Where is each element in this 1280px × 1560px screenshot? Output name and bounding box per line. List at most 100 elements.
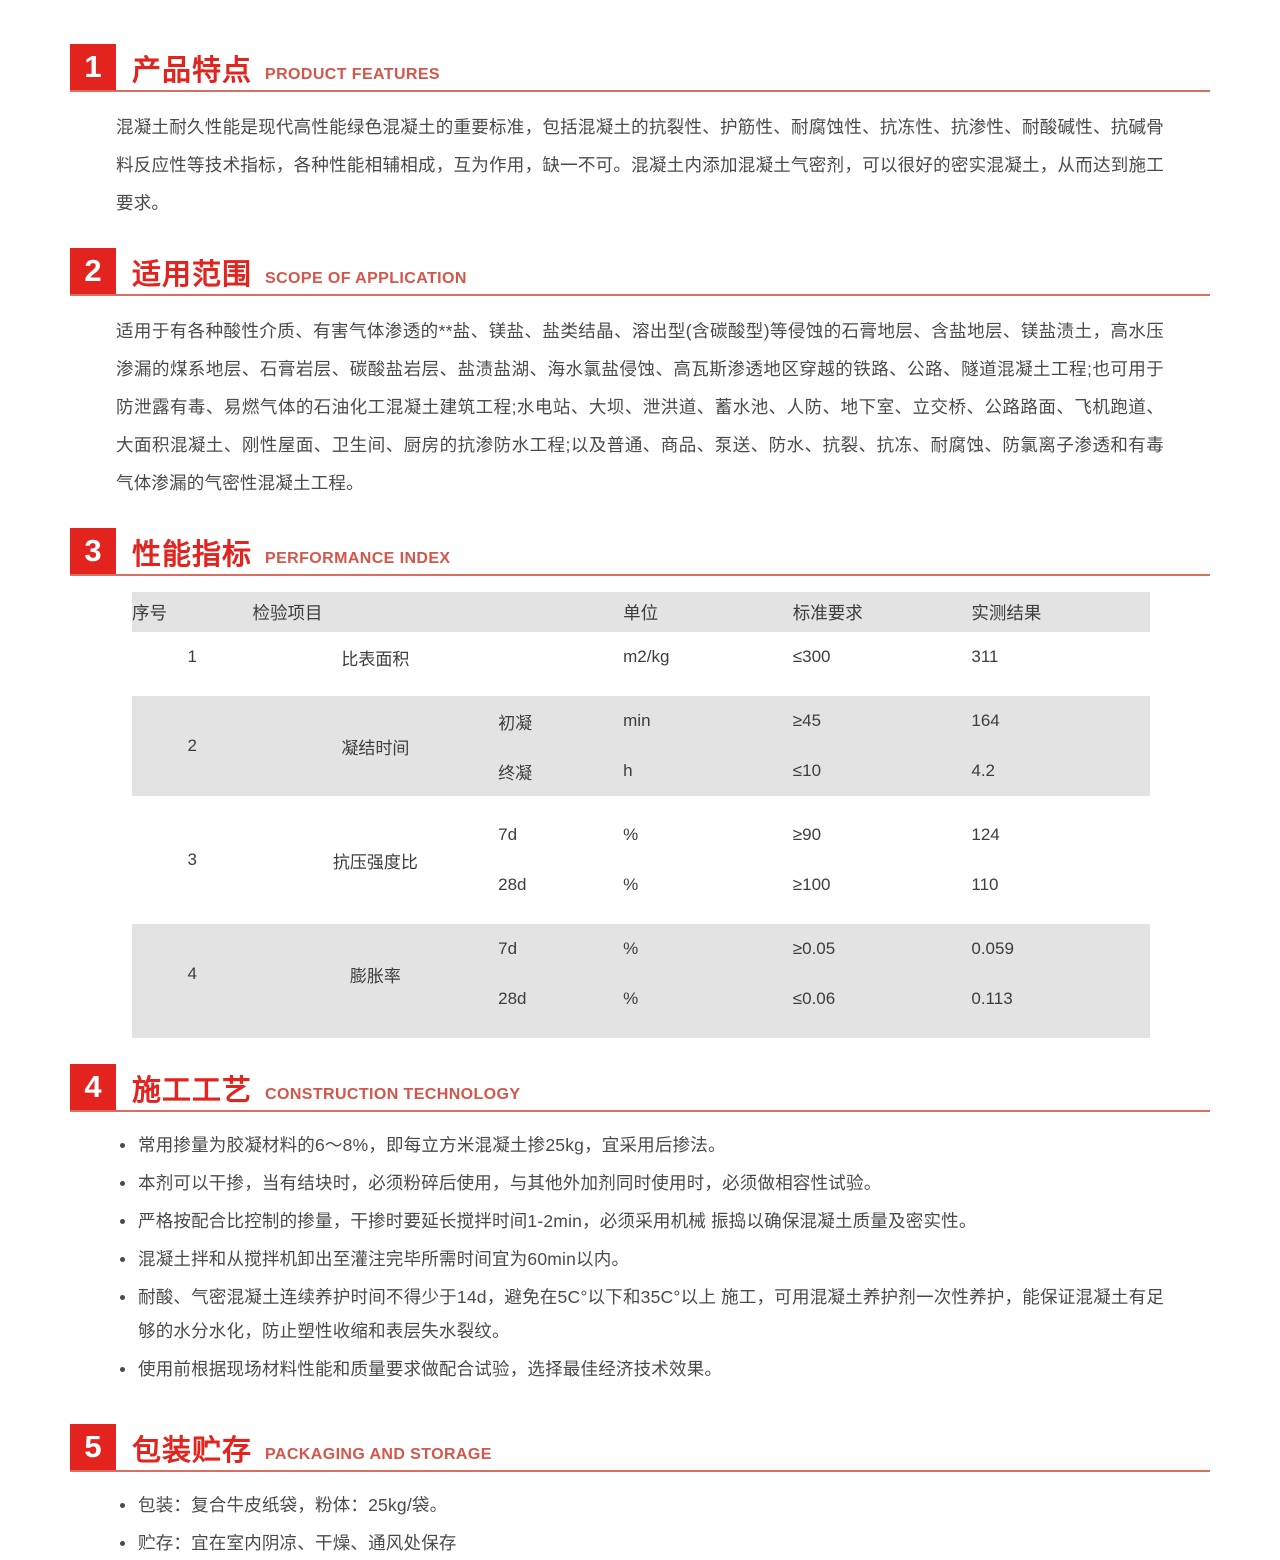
- cell-no: 1: [132, 632, 253, 682]
- row-spacer: [132, 1024, 1150, 1038]
- th-no: 序号: [132, 592, 253, 632]
- table-row: 1 比表面积 m2/kg ≤300 311: [132, 632, 1150, 682]
- list-item: 使用前根据现场材料性能和质量要求做配合试验，选择最佳经济技术效果。: [120, 1352, 1164, 1386]
- cell-unit: m2/kg: [623, 632, 793, 682]
- row-spacer: [132, 796, 1150, 810]
- spacer-3: [70, 1038, 1210, 1064]
- row-spacer: [132, 682, 1150, 696]
- list-item: 常用掺量为胶凝材料的6～8%，即每立方米混凝土掺25kg，宜采用后掺法。: [120, 1128, 1164, 1162]
- section-title-en-4: CONSTRUCTION TECHNOLOGY: [265, 1086, 521, 1103]
- section-number-badge-1: 1: [70, 44, 116, 90]
- cell-item: 比表面积: [252, 632, 499, 682]
- table-subrow: 终凝 h ≤10 4.2: [132, 746, 1150, 796]
- cell-unit: %: [623, 810, 793, 860]
- th-standard: 标准要求: [792, 592, 972, 632]
- list-item: 混凝土拌和从搅拌机卸出至灌注完毕所需时间宜为60min以内。: [120, 1242, 1164, 1276]
- table-head: 序号 检验项目 单位 标准要求 实测结果: [132, 592, 1150, 632]
- cell-item: 凝结时间: [252, 696, 499, 796]
- section-title-en-3: PERFORMANCE INDEX: [265, 550, 451, 567]
- cell-sub: 28d: [498, 974, 624, 1024]
- table-row: 2 凝结时间 初凝 min ≥45 164: [132, 696, 1150, 796]
- section-header-scope-of-application: 2 适用范围 SCOPE OF APPLICATION: [70, 248, 1210, 296]
- cell-sub: 28d: [498, 860, 624, 910]
- paragraph-product-features: 混凝土耐久性能是现代高性能绿色混凝土的重要标准，包括混凝土的抗裂性、护筋性、耐腐…: [116, 117, 1164, 213]
- row-spacer: [132, 910, 1150, 924]
- list-item: 包装：复合牛皮纸袋，粉体：25kg/袋。: [120, 1488, 1164, 1522]
- section-number-badge-4: 4: [70, 1064, 116, 1110]
- top-spacer: [70, 0, 1210, 44]
- table-row-spacer: [132, 796, 1150, 810]
- table-body: 1 比表面积 m2/kg ≤300 311 2 凝结时间 初凝 min ≥45: [132, 632, 1150, 1038]
- section-header-performance-index: 3 性能指标 PERFORMANCE INDEX: [70, 528, 1210, 576]
- cell-sub: 7d: [498, 924, 624, 974]
- table-row: 4 膨胀率 7d % ≥0.05 0.059: [132, 924, 1150, 1024]
- section-header-packaging-and-storage: 5 包装贮存 PACKAGING AND STORAGE: [70, 1424, 1210, 1472]
- spacer-1: [70, 222, 1210, 248]
- list-item: 贮存：宜在室内阴凉、干燥、通风处保存: [120, 1526, 1164, 1560]
- section-body-2: 适用于有各种酸性介质、有害气体渗透的**盐、镁盐、盐类结晶、溶出型(含碳酸型)等…: [70, 296, 1210, 502]
- cell-result: 110: [971, 860, 1150, 910]
- section-title-cn-4: 施工工艺: [132, 1075, 253, 1107]
- table-row: 3 抗压强度比 7d % ≥90 124: [132, 810, 1150, 910]
- section-header-product-features: 1 产品特点 PRODUCT FEATURES: [70, 44, 1210, 92]
- cell-no: 3: [132, 810, 253, 910]
- th-unit: 单位: [623, 592, 793, 632]
- cell-item: 抗压强度比: [252, 810, 499, 910]
- table-subrow: 28d % ≤0.06 0.113: [132, 974, 1150, 1024]
- section-number-badge-3: 3: [70, 528, 116, 574]
- th-item: 检验项目: [252, 592, 624, 632]
- th-result: 实测结果: [971, 592, 1150, 632]
- table-row-spacer: [132, 1024, 1150, 1038]
- section-title-cn-3: 性能指标: [132, 539, 253, 571]
- cell-item: 膨胀率: [252, 924, 499, 1024]
- cell-sub: [498, 632, 624, 682]
- cell-result: 0.113: [971, 974, 1150, 1024]
- paragraph-scope-of-application: 适用于有各种酸性介质、有害气体渗透的**盐、镁盐、盐类结晶、溶出型(含碳酸型)等…: [116, 321, 1164, 493]
- section-title-en-5: PACKAGING AND STORAGE: [265, 1446, 492, 1463]
- cell-no: 4: [132, 924, 253, 1024]
- section-number-badge-2: 2: [70, 248, 116, 294]
- cell-unit: %: [623, 974, 793, 1024]
- cell-standard: ≥90: [792, 810, 972, 860]
- section-header-construction-technology: 4 施工工艺 CONSTRUCTION TECHNOLOGY: [70, 1064, 1210, 1112]
- cell-no: 2: [132, 696, 253, 796]
- document-page: 1 产品特点 PRODUCT FEATURES 混凝土耐久性能是现代高性能绿色混…: [70, 0, 1210, 1553]
- cell-unit: min: [623, 696, 793, 746]
- section-title-cn-1: 产品特点: [132, 55, 253, 87]
- cell-standard: ≤10: [792, 746, 972, 796]
- table-header-row: 序号 检验项目 单位 标准要求 实测结果: [132, 592, 1150, 632]
- cell-unit: %: [623, 860, 793, 910]
- cell-standard: ≤300: [792, 632, 972, 682]
- spacer-2: [70, 502, 1210, 528]
- cell-sub: 初凝: [498, 696, 624, 746]
- section-title-cn-5: 包装贮存: [132, 1435, 253, 1467]
- list-item: 本剂可以干掺，当有结块时，必须粉碎后使用，与其他外加剂同时使用时，必须做相容性试…: [120, 1166, 1164, 1200]
- cell-standard: ≥45: [792, 696, 972, 746]
- cell-result: 124: [971, 810, 1150, 860]
- cell-sub: 终凝: [498, 746, 624, 796]
- performance-index-table: 序号 检验项目 单位 标准要求 实测结果 1 比表面积 m2/kg ≤300 3…: [132, 592, 1150, 1038]
- section-number-badge-5: 5: [70, 1424, 116, 1470]
- cell-standard: ≥100: [792, 860, 972, 910]
- section-body-1: 混凝土耐久性能是现代高性能绿色混凝土的重要标准，包括混凝土的抗裂性、护筋性、耐腐…: [70, 92, 1210, 222]
- cell-unit: h: [623, 746, 793, 796]
- section-title-cn-2: 适用范围: [132, 259, 253, 291]
- cell-sub: 7d: [498, 810, 624, 860]
- section-title-en-1: PRODUCT FEATURES: [265, 66, 441, 83]
- cell-result: 0.059: [971, 924, 1150, 974]
- construction-bullet-list: 常用掺量为胶凝材料的6～8%，即每立方米混凝土掺25kg，宜采用后掺法。 本剂可…: [70, 1112, 1210, 1386]
- table-row-spacer: [132, 910, 1150, 924]
- performance-table-wrapper: 序号 检验项目 单位 标准要求 实测结果 1 比表面积 m2/kg ≤300 3…: [132, 576, 1150, 1038]
- cell-unit: %: [623, 924, 793, 974]
- list-item: 耐酸、气密混凝土连续养护时间不得少于14d，避免在5C°以下和35C°以上 施工…: [120, 1280, 1164, 1348]
- packaging-bullet-list: 包装：复合牛皮纸袋，粉体：25kg/袋。 贮存：宜在室内阴凉、干燥、通风处保存: [70, 1472, 1210, 1560]
- cell-result: 4.2: [971, 746, 1150, 796]
- cell-standard: ≤0.06: [792, 974, 972, 1024]
- table-row-spacer: [132, 682, 1150, 696]
- cell-result: 164: [971, 696, 1150, 746]
- cell-standard: ≥0.05: [792, 924, 972, 974]
- cell-result: 311: [971, 632, 1150, 682]
- list-item: 严格按配合比控制的掺量，干掺时要延长搅拌时间1-2min，必须采用机械 振捣以确…: [120, 1204, 1164, 1238]
- spacer-4: [70, 1390, 1210, 1424]
- table-subrow: 28d % ≥100 110: [132, 860, 1150, 910]
